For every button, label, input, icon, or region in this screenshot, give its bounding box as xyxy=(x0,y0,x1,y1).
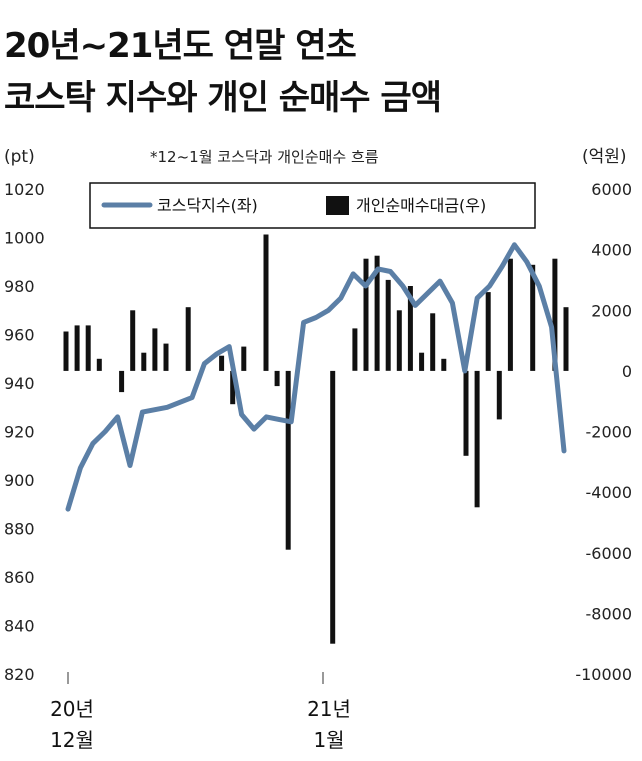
right-tick-label: -8000 xyxy=(586,604,633,623)
left-tick-label: 920 xyxy=(4,423,35,442)
x-label-year-dec: 20년 xyxy=(50,697,94,721)
x-label-month-dec: 12월 xyxy=(50,728,94,752)
net-buy-bar xyxy=(363,258,369,371)
net-buy-bar xyxy=(552,258,558,371)
net-buy-bar xyxy=(185,307,191,371)
net-buy-bar xyxy=(219,355,225,371)
net-buy-bar xyxy=(485,292,491,371)
right-tick-label: 4000 xyxy=(591,241,632,260)
left-tick-label: 980 xyxy=(4,277,35,296)
net-buy-bar xyxy=(63,331,69,371)
right-tick-label: -2000 xyxy=(586,423,633,442)
right-tick-label: -6000 xyxy=(586,544,633,563)
chart-title-line2: 코스탁 지수와 개인 순매수 금액 xyxy=(4,78,441,118)
net-buy-bar xyxy=(330,370,336,644)
left-tick-label: 960 xyxy=(4,326,35,345)
left-tick-label: 1020 xyxy=(4,180,45,199)
chart-subtitle: *12~1월 코스닥과 개인순매수 흐름 xyxy=(150,148,379,166)
legend-label-net-buy: 개인순매수대금(우) xyxy=(356,196,486,215)
net-buy-bar xyxy=(530,264,536,371)
left-tick-label: 1000 xyxy=(4,229,45,248)
net-buy-bar xyxy=(285,370,291,550)
right-tick-label: 2000 xyxy=(591,301,632,320)
kosdaq-line xyxy=(65,242,567,512)
right-tick-label: 6000 xyxy=(591,180,632,199)
net-buy-bar xyxy=(119,370,125,393)
left-axis-ticks: 820 840 860 880 900 920 940 960 980 1000 1020 xyxy=(4,180,45,684)
net-buy-bar xyxy=(430,313,436,371)
legend-label-kosdaq: 코스닥지수(좌) xyxy=(157,196,258,215)
left-tick-label: 900 xyxy=(4,471,35,490)
net-buy-bar xyxy=(385,279,391,371)
net-buy-bar xyxy=(463,370,469,456)
legend-bar-swatch xyxy=(326,196,349,215)
left-tick-label: 820 xyxy=(4,665,35,684)
net-buy-bar xyxy=(96,358,102,371)
left-tick-label: 880 xyxy=(4,520,35,539)
net-buy-bar xyxy=(152,328,158,371)
net-buy-bar xyxy=(396,310,402,371)
line-series xyxy=(65,242,567,512)
net-buy-bar xyxy=(507,258,513,371)
x-label-year-jan: 21년 xyxy=(307,697,351,721)
left-axis-unit: (pt) xyxy=(4,147,35,167)
net-buy-bar xyxy=(241,346,247,371)
x-label-month-jan: 1월 xyxy=(313,728,344,752)
left-tick-label: 840 xyxy=(4,617,35,636)
left-tick-label: 860 xyxy=(4,568,35,587)
net-buy-bar xyxy=(230,370,236,405)
net-buy-bar xyxy=(407,286,413,371)
net-buy-bar xyxy=(419,352,425,371)
net-buy-bar xyxy=(374,255,380,371)
chart-title-line1: 20년~21년도 연말 연초 xyxy=(4,26,356,66)
net-buy-bar xyxy=(130,310,136,371)
left-tick-label: 940 xyxy=(4,374,35,393)
net-buy-bar xyxy=(441,358,447,371)
net-buy-bar xyxy=(352,328,358,371)
net-buy-bar xyxy=(563,307,569,371)
net-buy-bar xyxy=(163,343,169,371)
legend: 코스닥지수(좌) 개인순매수대금(우) xyxy=(89,182,536,229)
net-buy-bar xyxy=(141,352,147,371)
net-buy-bar xyxy=(496,370,502,420)
right-axis-unit: (억원) xyxy=(582,147,627,167)
right-tick-label: 0 xyxy=(622,362,632,381)
legend-box xyxy=(89,182,536,229)
right-tick-label: -10000 xyxy=(575,665,632,684)
right-tick-label: -4000 xyxy=(586,483,633,502)
net-buy-bar xyxy=(74,325,80,371)
right-axis-ticks: -10000 -8000 -6000 -4000 -2000 0 2000 4000 6000 xyxy=(575,180,632,684)
net-buy-bar xyxy=(85,325,91,371)
net-buy-bar xyxy=(274,370,280,387)
bar-series xyxy=(63,234,569,644)
net-buy-bar xyxy=(263,234,269,371)
net-buy-bar xyxy=(474,370,480,508)
